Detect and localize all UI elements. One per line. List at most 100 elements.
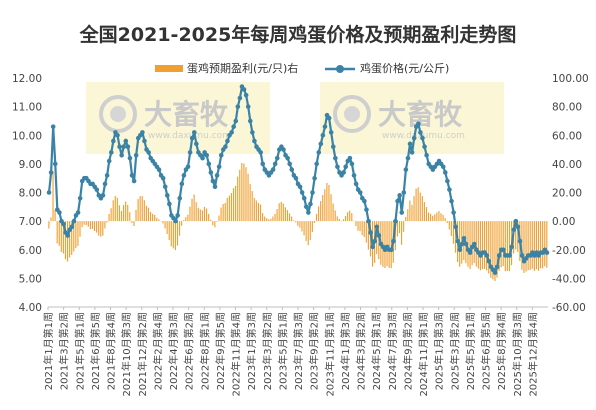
price-point [440, 164, 446, 170]
x-tick-label: 2024年7月第3周 [386, 312, 399, 390]
right-y-tick-label: 20.00 [552, 188, 582, 200]
profit-bar [222, 204, 224, 222]
profit-bar [546, 221, 548, 268]
profit-bar [239, 169, 241, 222]
profit-bar [311, 221, 313, 233]
profit-bar [442, 214, 444, 222]
price-point [389, 247, 394, 253]
profit-bar [423, 202, 425, 222]
profit-bar [102, 221, 104, 236]
price-point [405, 155, 411, 161]
x-tick-label: 2025年3月第2周 [448, 312, 461, 390]
profit-bar [280, 201, 282, 222]
profit-bar [147, 207, 150, 222]
profit-bar [440, 213, 442, 222]
profit-bar [235, 185, 237, 222]
profit-bar [174, 221, 177, 251]
profit-bar [89, 221, 91, 230]
price-point [258, 150, 263, 155]
price-point [189, 135, 195, 141]
profit-bar [228, 195, 230, 222]
price-point [185, 164, 191, 170]
profit-bar [394, 221, 396, 251]
price-point [316, 150, 322, 155]
profit-bar [291, 216, 293, 222]
price-point [289, 167, 295, 172]
price-point [133, 152, 139, 158]
profit-bar [212, 221, 214, 226]
price-point [94, 187, 100, 192]
left-y-tick-label: 5.00 [19, 273, 42, 285]
price-point [328, 130, 334, 135]
profit-bar [496, 221, 498, 278]
price-line-layer [46, 84, 550, 275]
profit-bar [60, 221, 62, 252]
watermark-logo-center [344, 106, 360, 122]
price-point [123, 138, 129, 144]
profit-bar [297, 221, 299, 226]
profit-bar [535, 221, 537, 270]
profit-bar [266, 218, 268, 222]
price-point [310, 190, 315, 195]
profit-bar [181, 221, 183, 226]
price-point [362, 198, 367, 204]
profit-bar [309, 221, 311, 241]
price-point [247, 118, 253, 124]
profit-bar [91, 221, 94, 229]
x-tick-label: 2021年1月第1周 [42, 312, 55, 390]
profit-bar [444, 218, 446, 222]
legend-swatch-price-dot [336, 65, 344, 73]
left-y-tick-label: 11.00 [12, 102, 42, 114]
legend: 蛋鸡预期盈利(元/只)右 鸡蛋价格(元/公斤) [155, 61, 449, 75]
price-point [216, 164, 222, 170]
price-point [119, 152, 124, 158]
x-tick-label: 2023年3月第2周 [261, 312, 274, 390]
price-point [370, 244, 375, 250]
profit-bar [320, 201, 322, 222]
right-y-tick-label: -60.00 [552, 302, 586, 314]
profit-bar [301, 221, 303, 232]
profit-bar [137, 199, 139, 222]
profit-bar [498, 221, 500, 271]
profit-bar [407, 209, 409, 222]
profit-bar [166, 221, 168, 235]
watermark-url-text: www.daxumu.com [148, 131, 231, 141]
profit-bar [220, 207, 222, 222]
profit-bar [361, 221, 363, 236]
price-point [393, 218, 398, 224]
price-point [46, 190, 52, 195]
price-point [187, 150, 193, 155]
price-point [330, 144, 336, 149]
x-tick-label: 2022年4月第3周 [167, 312, 180, 390]
x-tick-label: 2024年9月第2周 [401, 312, 414, 390]
price-point [453, 224, 458, 230]
profit-bar [48, 221, 50, 229]
profit-bar [471, 221, 473, 266]
profit-bar [486, 221, 488, 271]
x-tick-label: 2024年5月第1周 [370, 312, 383, 390]
price-point [372, 238, 378, 244]
profit-bar [384, 221, 386, 269]
profit-bar [210, 219, 212, 222]
price-point [102, 181, 108, 187]
profit-bar [537, 221, 540, 271]
profit-bar [328, 184, 330, 222]
right-y-tick-label: 80.00 [552, 102, 582, 114]
profit-bar [413, 196, 415, 222]
profit-bar [62, 221, 64, 254]
profit-bar [75, 221, 77, 249]
profit-bar [542, 221, 544, 269]
x-tick-label: 2021年6月第5周 [89, 312, 102, 390]
x-tick-label: 2024年3月第2周 [355, 312, 368, 390]
profit-bar [106, 221, 108, 223]
axis-layer: 4.00 5.00 6.00 7.00 8.00 9.00 10.00 11.00 12.00 -… [12, 73, 589, 397]
x-tick-label: 2022年11月第4周 [230, 312, 243, 397]
profit-bar [492, 221, 494, 280]
profit-bar [401, 221, 403, 245]
profit-bar [313, 221, 316, 223]
profit-bar [164, 221, 166, 229]
profit-bar [500, 221, 502, 268]
price-point [457, 247, 463, 253]
price-point [376, 233, 382, 238]
